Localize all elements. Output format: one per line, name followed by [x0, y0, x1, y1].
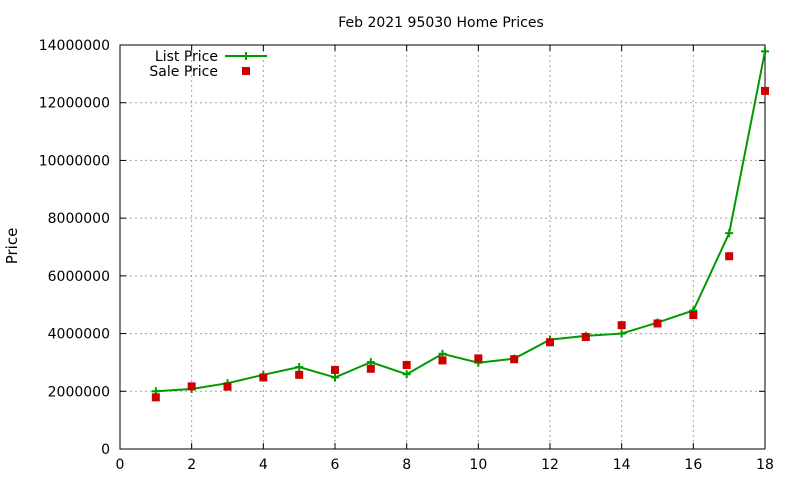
x-tick-label: 0 [116, 457, 125, 473]
legend-label: Sale Price [149, 64, 218, 80]
x-tick-label: 18 [756, 457, 774, 473]
x-tick-label: 8 [402, 457, 411, 473]
y-tick-label: 4000000 [48, 327, 110, 343]
sale-price-point [474, 354, 483, 363]
list-price-point [295, 363, 304, 372]
tick-labels: 0 2 4 6 8 10 12 14 16 18 0 2000000 4000000 6000000 800… [39, 38, 774, 473]
y-tick-label: 8000000 [48, 211, 110, 227]
sale-price-point [581, 333, 590, 342]
sale-price-point [187, 382, 196, 391]
sale-price-point [402, 361, 411, 370]
x-tick-label: 6 [331, 457, 340, 473]
sale-price-point [259, 373, 268, 382]
sale-price-point [725, 252, 734, 261]
legend-plus-marker [242, 52, 250, 60]
x-tick-label: 16 [684, 457, 702, 473]
list-price-point [725, 229, 734, 238]
sale-price-point [510, 355, 519, 364]
sale-price-point [438, 356, 447, 365]
sale-price-point [331, 365, 339, 374]
x-tick-label: 12 [541, 457, 559, 473]
plot-border [119, 44, 766, 450]
series-2 [151, 86, 769, 402]
sale-price-point [617, 321, 626, 330]
list-price-point [617, 329, 626, 338]
y-tick-label: 6000000 [48, 269, 110, 285]
sale-price-point [689, 311, 698, 320]
y-tick-label: 14000000 [39, 38, 110, 54]
list-price-point [402, 370, 411, 379]
list-price-point [331, 373, 339, 382]
y-axis-label: Price [3, 228, 21, 265]
y-tick-label: 10000000 [39, 153, 110, 169]
series-1 [151, 47, 769, 396]
y-tick-label: 2000000 [48, 384, 110, 400]
legend-entry-2: Sale Price [149, 64, 250, 80]
chart-title: Feb 2021 95030 Home Prices [338, 15, 544, 31]
x-tick-label: 4 [259, 457, 268, 473]
sale-price-point [546, 338, 554, 347]
sale-price-point [761, 86, 769, 95]
list-price-line [155, 51, 766, 393]
x-tick-label: 10 [469, 457, 487, 473]
sale-price-point [151, 393, 160, 402]
sale-price-point [653, 319, 662, 328]
grid-lines [120, 45, 765, 449]
series [151, 47, 769, 402]
legend-square-marker [242, 67, 250, 75]
x-tick-label: 2 [187, 457, 196, 473]
sale-price-point [295, 370, 304, 379]
sale-price-point [366, 364, 375, 373]
sale-price-point [223, 382, 232, 391]
list-price-point [761, 47, 769, 56]
x-tick-label: 14 [613, 457, 631, 473]
axes [119, 44, 766, 450]
y-tick-label: 0 [101, 442, 110, 458]
legend-label: List Price [155, 49, 218, 65]
y-tick-label: 12000000 [39, 96, 110, 112]
legend-entry-1: List Price [155, 49, 267, 65]
